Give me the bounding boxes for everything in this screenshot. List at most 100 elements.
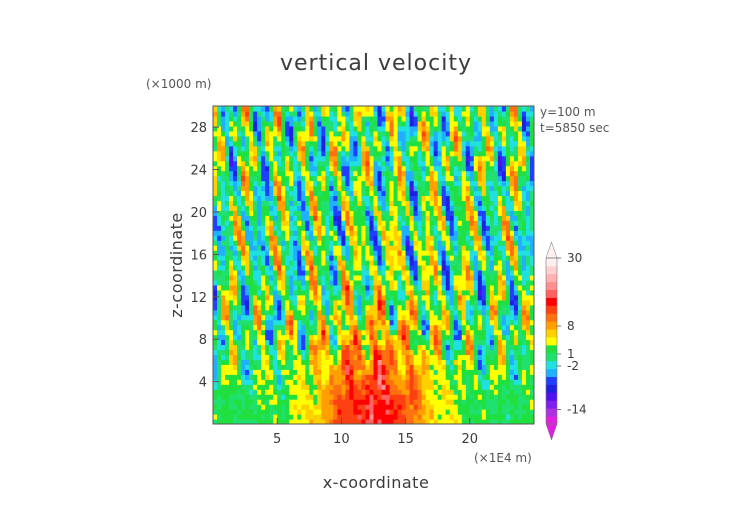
heatmap-cell bbox=[469, 185, 475, 192]
heatmap-cell bbox=[409, 374, 415, 380]
heatmap-cell bbox=[377, 165, 383, 172]
heatmap-cell bbox=[405, 155, 411, 162]
heatmap-cell bbox=[229, 125, 234, 132]
heatmap-cell bbox=[393, 379, 399, 385]
heatmap-cell bbox=[381, 165, 387, 172]
heatmap-cell bbox=[309, 379, 314, 385]
heatmap-cell bbox=[401, 240, 407, 246]
heatmap-cell bbox=[453, 260, 459, 266]
heatmap-cell bbox=[417, 185, 423, 192]
heatmap-cell bbox=[277, 384, 282, 390]
heatmap-cell bbox=[421, 304, 427, 311]
heatmap-cell bbox=[397, 289, 403, 296]
heatmap-cell bbox=[277, 269, 282, 276]
heatmap-cell bbox=[413, 309, 419, 316]
heatmap-cell bbox=[241, 349, 246, 356]
heatmap-cell bbox=[337, 354, 342, 361]
heatmap-cell bbox=[297, 265, 302, 271]
heatmap-cell bbox=[513, 319, 519, 326]
heatmap-cell bbox=[245, 314, 250, 321]
heatmap-cell bbox=[449, 135, 455, 142]
heatmap-cell bbox=[409, 269, 415, 276]
heatmap-cell bbox=[489, 195, 495, 202]
heatmap-cell bbox=[273, 175, 278, 182]
heatmap-cell bbox=[265, 110, 270, 117]
heatmap-cell bbox=[329, 195, 334, 202]
heatmap-cell bbox=[465, 205, 471, 211]
heatmap-cell bbox=[265, 394, 270, 400]
heatmap-cell bbox=[257, 155, 262, 162]
heatmap-cell bbox=[437, 369, 443, 375]
heatmap-cell bbox=[521, 190, 527, 197]
heatmap-cell bbox=[269, 314, 274, 321]
heatmap-cell bbox=[273, 150, 278, 157]
heatmap-cell bbox=[217, 220, 222, 226]
heatmap-cell bbox=[349, 225, 355, 231]
heatmap-cell bbox=[333, 165, 338, 172]
heatmap-cell bbox=[233, 274, 238, 281]
heatmap-cell bbox=[497, 414, 503, 420]
heatmap-cell bbox=[277, 145, 282, 152]
heatmap-cell bbox=[489, 255, 495, 261]
heatmap-cell bbox=[333, 145, 338, 152]
heatmap-cell bbox=[225, 235, 230, 241]
heatmap-cell bbox=[341, 210, 347, 216]
heatmap-cell bbox=[397, 294, 403, 301]
heatmap-cell bbox=[429, 150, 435, 157]
heatmap-cell bbox=[441, 120, 447, 127]
heatmap-cell bbox=[237, 125, 242, 132]
heatmap-cell bbox=[421, 309, 427, 316]
heatmap-cell bbox=[321, 394, 326, 400]
heatmap-cell bbox=[485, 359, 491, 365]
heatmap-cell bbox=[301, 180, 306, 187]
heatmap-cell bbox=[397, 145, 403, 152]
heatmap-cell bbox=[393, 180, 399, 187]
heatmap-cell bbox=[329, 210, 334, 216]
heatmap-cell bbox=[389, 255, 395, 261]
heatmap-cell bbox=[269, 269, 274, 276]
heatmap-cell bbox=[269, 255, 274, 261]
heatmap-cell bbox=[265, 170, 270, 177]
heatmap-cell bbox=[421, 106, 427, 112]
heatmap-cell bbox=[357, 145, 363, 152]
heatmap-cell bbox=[257, 245, 262, 251]
heatmap-cell bbox=[421, 339, 427, 346]
heatmap-cell bbox=[497, 125, 503, 132]
heatmap-cell bbox=[369, 260, 375, 266]
heatmap-cell bbox=[385, 140, 391, 147]
heatmap-cell bbox=[281, 225, 286, 231]
heatmap-cell bbox=[497, 130, 503, 137]
heatmap-cell bbox=[281, 384, 286, 390]
heatmap-cell bbox=[465, 409, 471, 415]
heatmap-cell bbox=[481, 245, 487, 251]
heatmap-cell bbox=[213, 130, 218, 137]
heatmap-cell bbox=[369, 284, 375, 291]
heatmap-cell bbox=[469, 389, 475, 395]
heatmap-cell bbox=[477, 106, 483, 112]
heatmap-cell bbox=[281, 314, 286, 321]
heatmap-cell bbox=[249, 205, 254, 211]
heatmap-cell bbox=[221, 399, 226, 405]
heatmap-cell bbox=[505, 205, 511, 211]
heatmap-cell bbox=[325, 140, 330, 147]
heatmap-cell bbox=[509, 384, 515, 390]
heatmap-cell bbox=[413, 155, 419, 162]
heatmap-cell bbox=[245, 115, 250, 122]
heatmap-cell bbox=[481, 399, 487, 405]
heatmap-cell bbox=[349, 210, 355, 216]
heatmap-cell bbox=[449, 329, 455, 336]
heatmap-cell bbox=[493, 120, 499, 127]
heatmap-cell bbox=[393, 299, 399, 306]
heatmap-cell bbox=[277, 364, 282, 370]
heatmap-cell bbox=[417, 115, 423, 122]
heatmap-cell bbox=[409, 384, 415, 390]
heatmap-cell bbox=[253, 374, 258, 380]
heatmap-cell bbox=[457, 235, 463, 241]
heatmap-cell bbox=[501, 145, 507, 152]
heatmap-cell bbox=[501, 180, 507, 187]
heatmap-cell bbox=[309, 205, 314, 211]
heatmap-cell bbox=[333, 135, 338, 142]
heatmap-cell bbox=[381, 399, 387, 405]
heatmap-cell bbox=[445, 106, 451, 112]
heatmap-cell bbox=[253, 284, 258, 291]
